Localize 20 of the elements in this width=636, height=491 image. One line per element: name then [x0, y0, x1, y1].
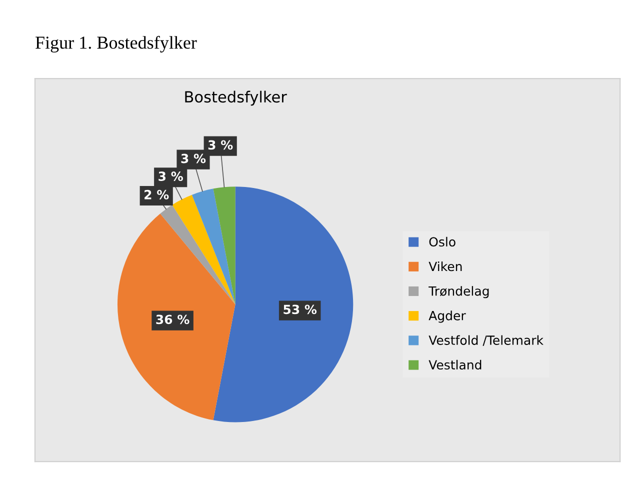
- pie-slice: [192, 188, 236, 304]
- data-label: 53 %: [284, 304, 317, 314]
- legend-label: Vestland: [428, 360, 482, 370]
- legend-label: Viken: [428, 261, 462, 272]
- pie-slice: [213, 186, 354, 422]
- pie-slice: [117, 214, 236, 420]
- data-label: 36 %: [156, 314, 190, 324]
- pie-slice: [160, 204, 236, 304]
- legend-label: Oslo: [429, 236, 456, 247]
- data-label: 3 %: [181, 154, 206, 164]
- pie-slice: [172, 194, 236, 304]
- data-label: 2 %: [144, 190, 169, 200]
- data-label: 3 %: [158, 172, 183, 181]
- legend-label: Agder: [428, 310, 466, 323]
- legend-label: Trøndelag: [428, 286, 489, 298]
- chart-subtitle: Bostedsfylker: [185, 90, 287, 106]
- chart-title: Figur 1. Bostedsfylker: [36, 36, 197, 52]
- legend-label: Vestfold /Telemark: [428, 335, 544, 346]
- data-label: 3 %: [208, 140, 233, 150]
- pie-slice: [213, 186, 236, 304]
